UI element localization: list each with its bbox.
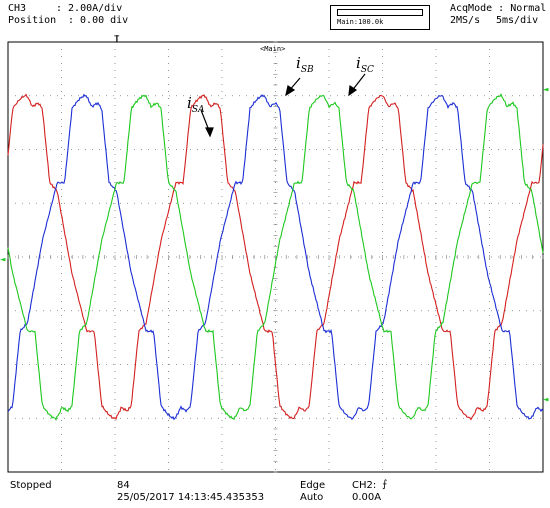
sample-rate: 2MS/s — [450, 15, 481, 26]
trace-isa — [7, 93, 544, 421]
grid — [7, 41, 544, 473]
timestamp: 25/05/2017 14:13:45.435353 — [117, 492, 265, 503]
main-tag: <Main> — [260, 45, 286, 53]
trace-isc — [7, 93, 544, 422]
level-marker-1: ◄ — [543, 85, 549, 95]
rising-edge-icon: ⨍ — [382, 479, 388, 490]
acq-count: 84 — [117, 480, 130, 491]
zoom-label: Main:100.0k — [337, 18, 384, 26]
trigger-type: Edge — [300, 480, 326, 491]
acq-mode: AcqMode : Normal — [450, 3, 547, 14]
timebase: 5ms/div — [496, 15, 539, 26]
level-marker-2: ◄ — [543, 395, 549, 405]
position-label: Position — [8, 15, 57, 26]
annotation-arrows — [200, 73, 366, 138]
zoom-indicator: Main:100.0k — [330, 5, 430, 30]
label-isb: iSB — [296, 54, 314, 75]
channel-scale: : 2.00A/div — [56, 3, 123, 14]
label-isc: iSC — [356, 54, 374, 75]
zoom-bar — [337, 9, 423, 16]
trigger-level: 0.00A — [352, 492, 382, 503]
traces — [7, 93, 544, 422]
channel-ground-marker: ◄ — [0, 255, 6, 265]
channel-label: CH3 — [8, 3, 27, 14]
trigger-source: CH2: — [352, 480, 377, 491]
run-status: Stopped — [10, 480, 52, 491]
position-value: : 0.00 div — [68, 15, 129, 26]
trace-isb — [7, 93, 544, 421]
trigger-mode: Auto — [300, 492, 324, 503]
label-isa: iSA — [187, 94, 205, 115]
